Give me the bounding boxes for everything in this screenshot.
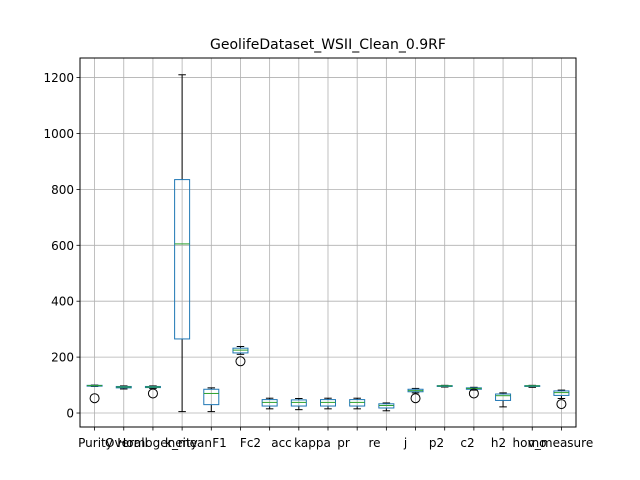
box-group (524, 384, 541, 388)
box-group (115, 385, 132, 390)
y-tick-label: 800 (51, 183, 74, 197)
x-tick-label: Homogeneity (117, 436, 198, 450)
box-group (349, 397, 366, 410)
x-tick-label: h2 (491, 436, 506, 450)
flier-point (410, 393, 421, 404)
box-iqr (495, 393, 512, 401)
flier-point (468, 388, 479, 399)
chart-title: GeolifeDataset_WSII_Clean_0.9RF (210, 37, 446, 53)
flier-point (235, 356, 246, 367)
y-tick-label: 600 (51, 239, 74, 253)
x-tick-label: p2 (429, 436, 444, 450)
x-tick-label: acc (271, 436, 292, 450)
x-tick-label: kappa (294, 436, 331, 450)
box-group (407, 387, 424, 404)
x-tick-label: pr (337, 436, 350, 450)
box-group (261, 397, 278, 410)
x-tick-label: re (368, 436, 380, 450)
y-tick-label: 1200 (43, 71, 74, 85)
box-iqr (290, 399, 307, 407)
box-iqr (553, 390, 570, 396)
x-tick-label: v_measure (528, 436, 593, 450)
x-tick-label: j (403, 436, 407, 450)
box-group (174, 74, 191, 413)
flier-point (89, 393, 100, 404)
box-group (378, 402, 395, 412)
x-tick-label: k_mean (165, 436, 212, 450)
box-group (436, 384, 453, 388)
y-tick-label: 0 (66, 407, 74, 421)
box-iqr (174, 179, 191, 340)
box-group (320, 397, 336, 410)
flier-point (147, 388, 158, 399)
box-group (495, 392, 512, 408)
x-tick-label: Overall (105, 436, 148, 450)
flier-point (556, 399, 567, 410)
boxes (86, 74, 570, 413)
box-group (144, 385, 161, 399)
x-tick-label: Fc2 (240, 436, 261, 450)
box-group (86, 384, 103, 404)
box-group (465, 386, 482, 399)
box-group (553, 389, 570, 410)
y-tick-label: 400 (51, 295, 74, 309)
x-tick-label: homo (513, 436, 547, 450)
axes: 0 200 400 600 800 1000 1200 PurityOverallHomoge… (43, 71, 593, 450)
box-iqr (203, 388, 220, 406)
y-tick-label: 1000 (43, 127, 74, 141)
box-group (290, 397, 307, 411)
y-tick-label: 200 (51, 351, 74, 365)
x-tick-label: Purity (78, 436, 113, 450)
box-group (203, 387, 220, 413)
box-group (232, 345, 249, 367)
x-tick-label: c2 (460, 436, 474, 450)
x-tick-label: F1 (212, 436, 227, 450)
